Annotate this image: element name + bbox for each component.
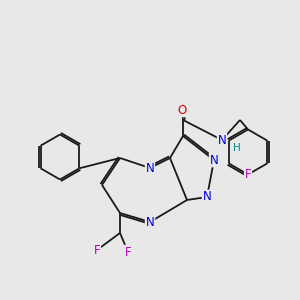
Text: O: O: [177, 103, 187, 116]
Text: N: N: [146, 161, 154, 175]
Text: H: H: [233, 143, 241, 153]
Text: F: F: [245, 168, 251, 181]
Text: N: N: [146, 215, 154, 229]
Text: N: N: [202, 190, 211, 203]
Text: N: N: [218, 134, 226, 146]
Text: F: F: [94, 244, 100, 256]
Text: N: N: [210, 154, 218, 166]
Text: F: F: [125, 245, 131, 259]
